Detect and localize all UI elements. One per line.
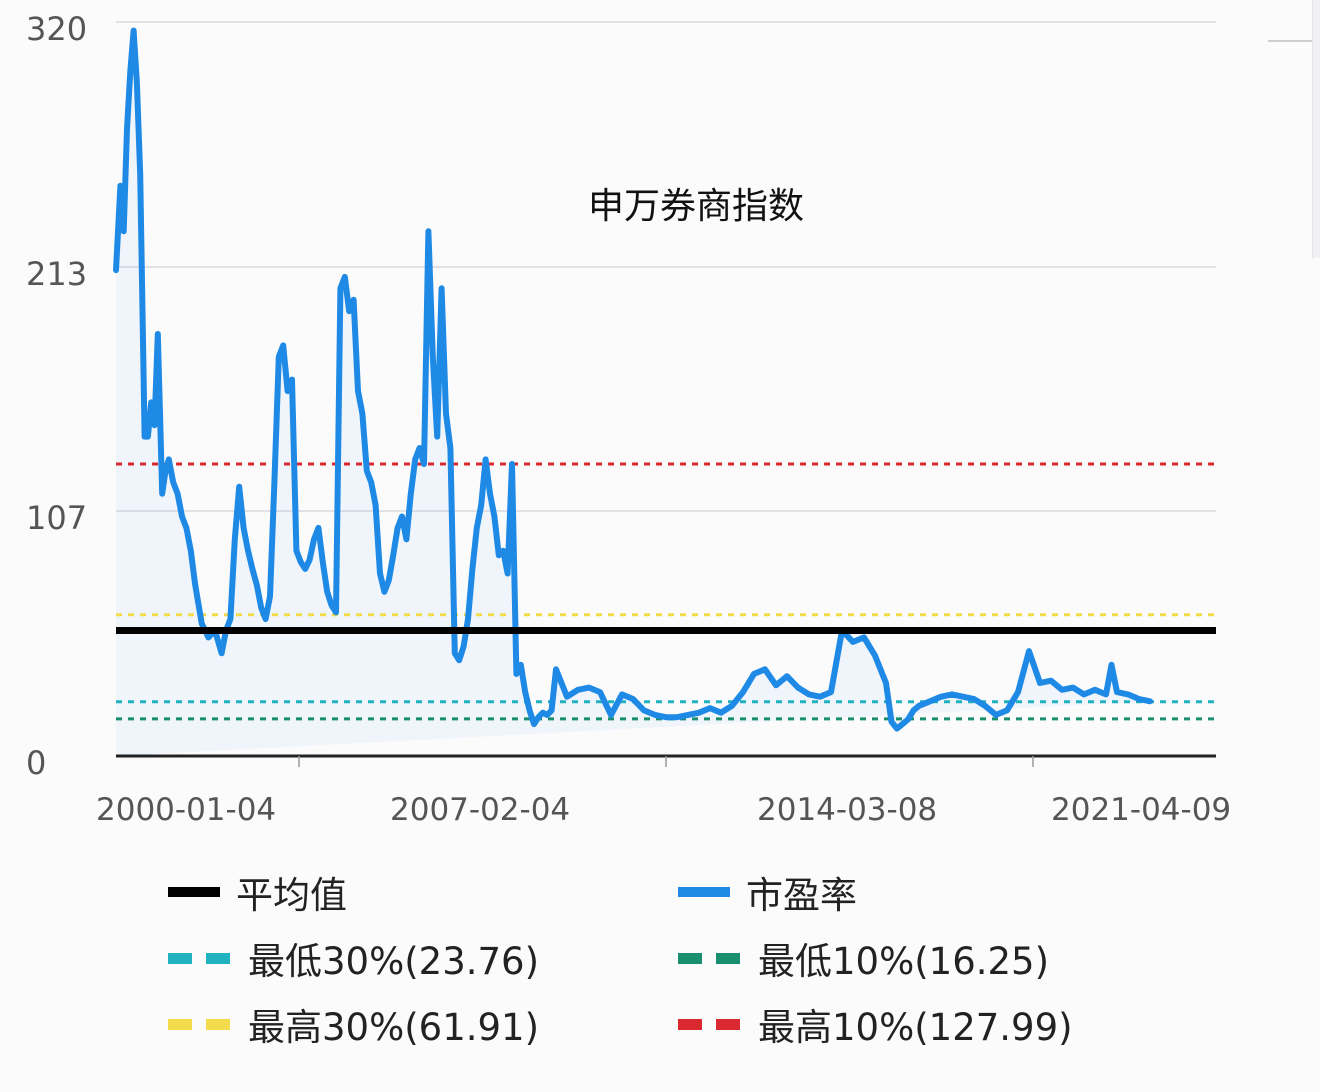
side-panel-divider (1268, 40, 1312, 42)
y-tick-213: 213 (26, 255, 87, 293)
x-tick-2007: 2007-02-04 (390, 792, 570, 828)
legend-label: 最低30%(23.76) (248, 940, 540, 983)
legend-label: 最高30%(61.91) (248, 1006, 540, 1049)
pe-area-fill (116, 30, 1150, 757)
y-tick-320: 320 (26, 10, 87, 48)
legend-item-low10[interactable]: 最低10%(16.25) (678, 936, 1168, 983)
x-axis-ticks (298, 756, 1034, 767)
legend: 平均值 市盈率 最低30%(23.76) 最低10%(16.25) 最高30%(… (168, 870, 1168, 1049)
solid-line-swatch-icon (168, 887, 220, 897)
gridlines (116, 21, 1216, 512)
side-panel-edge (1312, 0, 1320, 258)
chart-title: 申万券商指数 (588, 186, 804, 227)
x-tick-2014: 2014-03-08 (757, 792, 937, 828)
legend-label: 市盈率 (746, 874, 857, 917)
legend-label: 平均值 (236, 874, 347, 917)
dashed-line-swatch-icon (168, 1018, 232, 1030)
dashed-line-swatch-icon (168, 952, 232, 964)
legend-item-high30[interactable]: 最高30%(61.91) (168, 1002, 678, 1049)
legend-label: 最低10%(16.25) (758, 940, 1050, 983)
y-tick-107: 107 (26, 499, 87, 537)
y-tick-0: 0 (26, 744, 46, 782)
legend-item-pe-ratio[interactable]: 市盈率 (678, 870, 1168, 917)
pe-ratio-line (113, 27, 1153, 732)
dashed-line-swatch-icon (678, 952, 742, 964)
legend-item-low30[interactable]: 最低30%(23.76) (168, 936, 678, 983)
x-tick-2021: 2021-04-09 (1051, 792, 1231, 828)
dashed-line-swatch-icon (678, 1018, 742, 1030)
legend-item-average[interactable]: 平均值 (168, 870, 678, 917)
plot-area: 320 213 107 0 申万券商指数 2000-01-04 2007-02-… (26, 10, 1231, 828)
legend-item-high10[interactable]: 最高10%(127.99) (678, 1002, 1168, 1049)
legend-label: 最高10%(127.99) (758, 1006, 1073, 1049)
solid-line-swatch-icon (678, 887, 730, 897)
x-tick-2000: 2000-01-04 (96, 792, 276, 828)
